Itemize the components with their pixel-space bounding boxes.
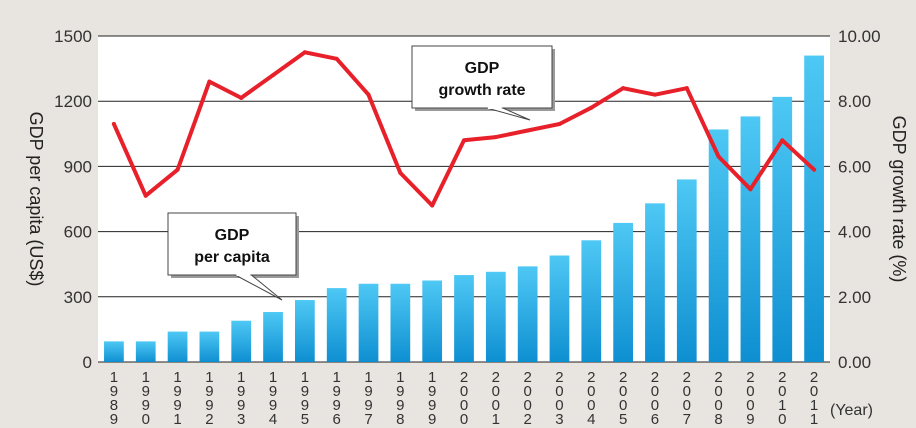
left-tick-label: 300	[64, 288, 92, 307]
callouts: GDP per capita GDP growth rate	[167, 45, 555, 301]
line-point	[366, 92, 371, 97]
callout-gdp-growth-rate: GDP growth rate	[411, 45, 555, 121]
bar	[199, 331, 220, 362]
bar	[517, 266, 538, 362]
bar	[454, 275, 474, 362]
left-axis-title: GDP per capita (US$)	[26, 112, 46, 287]
bar	[772, 96, 793, 362]
callout-line2: per capita	[194, 249, 270, 266]
callout-line1: GDP	[465, 60, 500, 77]
line-point	[684, 86, 689, 91]
bar	[485, 271, 506, 362]
bar-series-gdp-per-capita	[104, 55, 824, 363]
right-tick-label: 2.00	[838, 288, 871, 307]
bar	[167, 331, 188, 362]
line-series-gdp-growth-rate	[111, 50, 817, 208]
bar	[549, 255, 570, 362]
line-point	[780, 138, 785, 143]
right-tick-label: 0.00	[838, 353, 871, 372]
line-point	[716, 154, 721, 159]
bar	[581, 240, 602, 362]
left-tick-label: 0	[83, 353, 92, 372]
bar	[676, 179, 697, 362]
bar	[422, 280, 443, 362]
bar	[390, 283, 411, 362]
line-point	[748, 187, 753, 192]
bar	[104, 341, 124, 362]
line-point	[462, 138, 466, 143]
bar	[263, 312, 283, 362]
line-point	[525, 128, 530, 133]
line-point	[271, 73, 276, 78]
bar	[740, 116, 761, 362]
line-point	[812, 167, 817, 172]
bar	[804, 55, 824, 363]
bar	[326, 288, 347, 362]
line-point	[430, 203, 435, 208]
line-point	[652, 92, 657, 97]
line-point	[589, 105, 594, 110]
bar	[295, 300, 315, 362]
bar	[231, 320, 252, 362]
bar	[708, 129, 729, 362]
right-tick-label: 6.00	[838, 157, 871, 176]
left-tick-label: 600	[64, 223, 92, 242]
line-point	[557, 122, 562, 127]
bar	[358, 283, 379, 362]
left-tick-label: 1500	[54, 27, 92, 46]
line-point	[111, 122, 116, 127]
line-point	[398, 170, 403, 175]
line-point	[175, 167, 180, 172]
right-tick-label: 10.00	[838, 27, 881, 46]
right-axis-title: GDP growth rate (%)	[889, 116, 909, 283]
axes: 0 300 600 900 1200 1500 0.00 2.00 4.00 6.00 8.00 10…	[26, 27, 909, 428]
bar	[613, 222, 633, 362]
line-point	[302, 50, 307, 55]
bar	[645, 203, 665, 362]
callout-gdp-per-capita: GDP per capita	[167, 212, 299, 301]
right-tick-label: 4.00	[838, 223, 871, 242]
line-point	[334, 56, 339, 61]
line-point	[207, 79, 212, 84]
x-axis-unit-label: (Year)	[830, 402, 873, 419]
left-tick-label: 1200	[54, 92, 92, 111]
callout-line1: GDP	[215, 227, 250, 244]
line-point	[239, 95, 244, 100]
line-point	[493, 135, 498, 140]
callout-line2: growth rate	[438, 82, 525, 99]
bar	[135, 341, 156, 362]
right-tick-label: 8.00	[838, 92, 871, 111]
line-point	[621, 86, 626, 91]
left-tick-label: 900	[64, 157, 92, 176]
line-point	[143, 193, 148, 198]
